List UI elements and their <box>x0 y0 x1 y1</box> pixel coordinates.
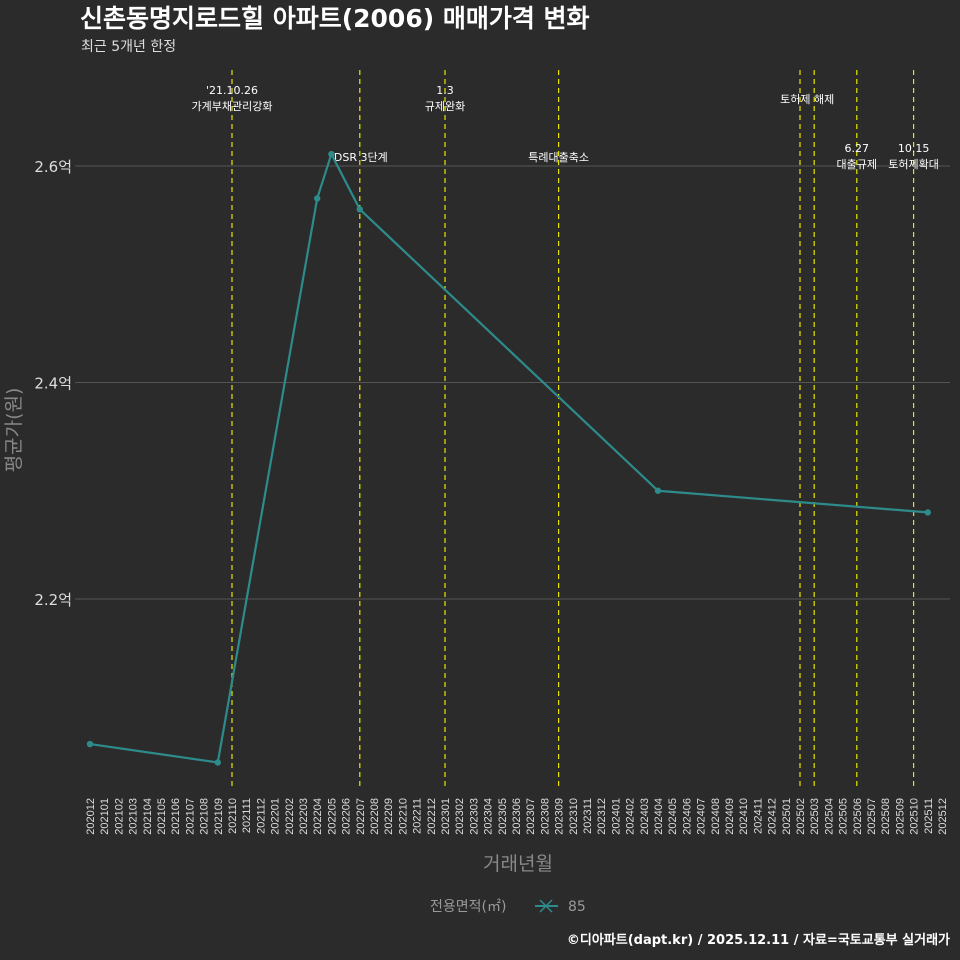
x-tick-label: 202306 <box>511 798 523 835</box>
x-tick-label: 202311 <box>582 798 594 834</box>
x-tick-label: 202210 <box>397 798 409 835</box>
x-tick-label: 202209 <box>383 798 395 835</box>
event-label: '21.10.26 <box>206 84 258 97</box>
x-tick-label: 202412 <box>767 798 779 835</box>
event-label: 10.15 <box>898 142 930 155</box>
x-tick-label: 202304 <box>483 798 495 835</box>
event-label: 가계부채관리강화 <box>192 100 273 113</box>
x-tick-label: 202204 <box>312 798 324 835</box>
x-tick-label: 202203 <box>298 798 310 835</box>
data-point <box>86 740 94 748</box>
x-tick-label: 202110 <box>227 798 239 834</box>
x-tick-label: 202207 <box>355 798 367 835</box>
x-axis-title: 거래년월 <box>483 853 553 875</box>
x-tick-label: 202101 <box>99 798 111 835</box>
x-tick-label: 202201 <box>270 798 282 835</box>
x-tick-label: 202507 <box>866 798 878 835</box>
x-tick-label: 202206 <box>341 798 353 835</box>
event-label: 특례대출축소 <box>528 151 589 164</box>
x-tick-label: 202111 <box>241 798 253 833</box>
x-tick-label: 202302 <box>454 798 466 835</box>
y-tick-label: 2.6억 <box>34 158 72 176</box>
x-tick-label: 202103 <box>128 798 140 835</box>
chart-title: 신촌동명지로드힐 아파트(2006) 매매가격 변화 <box>80 4 590 33</box>
x-tick-label: 202501 <box>781 798 793 835</box>
x-tick-label: 202401 <box>610 798 622 835</box>
x-tick-label: 202404 <box>653 798 665 835</box>
x-tick-label: 202406 <box>681 798 693 835</box>
event-label: 1.3 <box>436 84 454 97</box>
data-point <box>356 206 363 213</box>
series-line-85 <box>89 151 928 764</box>
y-axis-title: 평균가(원) <box>3 388 25 473</box>
event-label: 토허제 해제 <box>780 92 834 106</box>
event-label: 규제완화 <box>425 100 465 113</box>
x-tick-label: 202512 <box>937 798 949 835</box>
chart-subtitle: 최근 5개년 한정 <box>81 39 177 55</box>
x-tick-label: 202109 <box>213 798 225 835</box>
x-tick-label: 202410 <box>738 798 750 835</box>
x-tick-label: 202403 <box>639 798 651 835</box>
x-tick-label: 202309 <box>554 798 566 835</box>
x-tick-label: 202409 <box>724 798 736 835</box>
x-tick-label: 202503 <box>809 798 821 835</box>
x-tick-label: 202509 <box>894 798 906 835</box>
x-tick-label: 202102 <box>113 798 125 835</box>
x-tick-label: 202012 <box>85 798 97 835</box>
x-tick-label: 202308 <box>539 798 551 835</box>
data-point <box>924 509 931 516</box>
x-tick-label: 202301 <box>440 798 452 835</box>
x-tick-label: 202508 <box>880 798 892 835</box>
legend-item-label: 85 <box>568 899 586 915</box>
data-point <box>214 759 221 766</box>
x-tick-label: 202305 <box>497 798 509 835</box>
x-tick-label: 202405 <box>667 798 679 835</box>
data-point <box>328 150 335 158</box>
event-label: 대출규제 <box>837 158 877 171</box>
x-tick-label: 202202 <box>284 798 296 835</box>
x-tick-label: 202502 <box>795 798 807 835</box>
legend-marker-icon <box>539 899 553 913</box>
x-tick-label: 202303 <box>468 798 480 835</box>
x-tick-label: 202205 <box>326 798 338 835</box>
x-tick-label: 202112 <box>255 798 267 834</box>
event-label: 토허제확대 <box>888 158 939 171</box>
x-tick-label: 202504 <box>823 798 835 835</box>
x-tick-label: 202310 <box>568 798 580 835</box>
x-tick-label: 202411 <box>752 798 764 834</box>
y-tick-label: 2.4억 <box>34 375 72 393</box>
data-point <box>314 195 321 202</box>
x-tick-label: 202511 <box>923 798 935 834</box>
x-tick-label: 202108 <box>199 798 211 835</box>
x-tick-label: 202506 <box>852 798 864 835</box>
x-tick-label: 202510 <box>909 798 921 835</box>
event-label: DSR 3단계 <box>334 151 388 164</box>
x-tick-label: 202312 <box>596 798 608 835</box>
x-tick-label: 202307 <box>525 798 537 835</box>
footer-credit: ©디아파트(dapt.kr) / 2025.12.11 / 자료=국토교통부 실… <box>566 933 950 948</box>
x-tick-label: 202208 <box>369 798 381 835</box>
x-tick-label: 202407 <box>696 798 708 835</box>
x-tick-label: 202212 <box>426 798 438 835</box>
x-tick-label: 202408 <box>710 798 722 835</box>
x-tick-label: 202106 <box>170 798 182 835</box>
x-tick-label: 202105 <box>156 798 168 835</box>
x-tick-label: 202402 <box>625 798 637 835</box>
x-tick-label: 202104 <box>142 798 154 835</box>
x-tick-label: 202505 <box>838 798 850 835</box>
y-tick-label: 2.2억 <box>34 591 72 609</box>
x-tick-label: 202211 <box>412 798 424 834</box>
legend-title: 전용면적(㎡) <box>430 899 506 915</box>
event-label: 6.27 <box>845 142 870 155</box>
x-tick-label: 202107 <box>184 798 196 835</box>
data-point <box>654 487 662 494</box>
